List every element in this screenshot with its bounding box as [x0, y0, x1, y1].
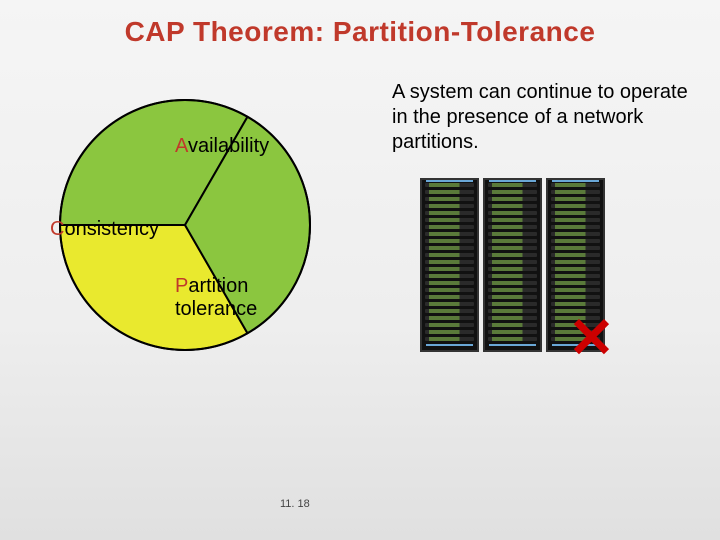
label-partition-hl: P: [175, 275, 188, 297]
description-text: A system can continue to operate in the …: [392, 80, 692, 155]
slide-title: CAP Theorem: Partition-Tolerance: [0, 16, 720, 48]
label-availability-hl: A: [175, 135, 188, 157]
label-consistency-rest: onsistency: [64, 218, 159, 240]
label-consistency: Consistency: [50, 218, 159, 241]
label-partition-line2: tolerance: [175, 298, 257, 320]
label-availability: Availability: [175, 135, 269, 158]
page-number: 11. 18: [280, 498, 310, 510]
server-rack: [483, 178, 542, 352]
label-availability-rest: vailability: [188, 135, 269, 157]
cap-pie-chart: [0, 60, 400, 460]
server-rack: [420, 178, 479, 352]
label-consistency-hl: C: [50, 218, 64, 240]
server-racks-image: [420, 178, 605, 352]
server-rack: [546, 178, 605, 352]
label-partition-tolerance: Partition tolerance: [175, 275, 257, 321]
label-partition-rest1: artition: [188, 275, 248, 297]
